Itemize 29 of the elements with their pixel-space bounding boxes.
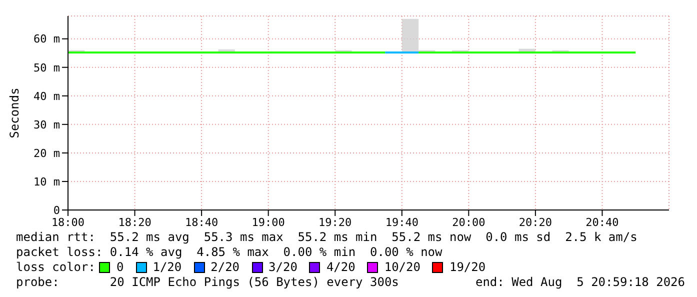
x-tick-label: 20:00 <box>452 216 486 229</box>
x-tick-label: 19:20 <box>318 216 352 229</box>
legend-label: 19/20 <box>448 260 486 275</box>
legend-label: 1/20 <box>152 260 182 275</box>
y-tick-label: 30 m <box>34 118 60 132</box>
x-tick-label: 20:40 <box>586 216 619 229</box>
y-tick-label: 0 <box>53 204 60 217</box>
y-tick-label: 40 m <box>34 90 60 103</box>
x-tick-label: 20:20 <box>518 216 552 229</box>
legend-title: loss color: <box>16 260 96 275</box>
legend-label: 2/20 <box>210 260 240 275</box>
text: median rtt: 55.2 ms avg 55.3 ms max 55.2 ms min 55.2 ms now 0.0 ms sd 2.5 k am/s <box>16 230 638 245</box>
x-tick-label: 18:00 <box>51 216 85 229</box>
legend-label: 3/20 <box>268 260 298 275</box>
text: packet loss: 0.14 % avg 4.85 % max 0.00 % min 0.00 % now <box>16 245 444 260</box>
x-tick-label: 18:20 <box>118 216 152 229</box>
y-tick-label: 20 m <box>34 146 60 160</box>
x-tick-label: 19:40 <box>385 216 418 229</box>
y-tick-label: 60 m <box>34 32 60 46</box>
legend-label: 0 <box>115 260 124 275</box>
text: probe: 20 ICMP Echo Pings (56 Bytes) every 300s <box>16 275 399 290</box>
x-tick-label: 19:00 <box>252 216 285 229</box>
text: end: Wed Aug 5 20:59:18 2026 <box>475 275 685 290</box>
legend-label: 10/20 <box>383 260 420 275</box>
x-tick-label: 18:40 <box>185 216 218 229</box>
y-tick-label: 10 m <box>34 175 60 188</box>
legend-label: 4/20 <box>325 260 356 275</box>
y-axis-title: Seconds <box>7 88 22 138</box>
y-tick-label: 50 m <box>34 61 60 74</box>
